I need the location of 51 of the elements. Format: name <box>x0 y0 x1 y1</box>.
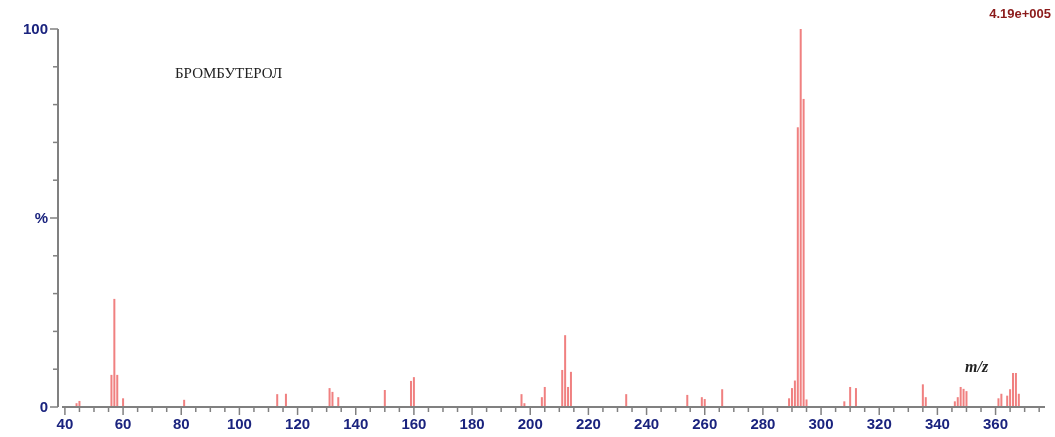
bar <box>564 335 567 407</box>
bar <box>337 397 340 407</box>
x-tick-label: 300 <box>808 415 834 432</box>
x-tick-label: 280 <box>750 415 776 432</box>
bar <box>854 388 857 407</box>
bar <box>543 386 546 407</box>
y-tick-label: 0 <box>39 398 48 415</box>
x-tick-label: 140 <box>343 415 369 432</box>
bar <box>997 398 1000 407</box>
bar <box>799 29 802 407</box>
bar <box>843 401 846 407</box>
bar <box>849 386 852 407</box>
bar <box>276 394 279 407</box>
x-tick-label: 100 <box>226 415 252 432</box>
x-tick-label: 120 <box>285 415 311 432</box>
text: БРОМБУТЕРОЛ <box>175 65 283 81</box>
x-tick-label: 60 <box>114 415 132 432</box>
bar <box>409 380 412 407</box>
bar <box>113 298 116 407</box>
x-axis-title: m/z <box>965 358 989 375</box>
bar <box>686 394 689 407</box>
x-tick-label: 220 <box>575 415 601 432</box>
x-tick-label: 80 <box>172 415 190 432</box>
bar <box>122 398 125 407</box>
x-tick-label: 340 <box>924 415 950 432</box>
bar <box>625 394 628 407</box>
bar <box>921 384 924 407</box>
x-tick-label: 40 <box>56 415 74 432</box>
x-tick-label: 200 <box>517 415 543 432</box>
bar <box>721 389 724 407</box>
bar <box>383 389 386 407</box>
bar <box>331 391 334 407</box>
y-tick-label: % <box>34 209 48 226</box>
x-tick-label: 180 <box>459 415 485 432</box>
bar <box>328 388 331 407</box>
x-tick-label: 320 <box>866 415 892 432</box>
bar <box>569 371 572 407</box>
x-tick-label: 360 <box>983 415 1009 432</box>
bar <box>284 393 287 407</box>
x-tick-label: 260 <box>692 415 718 432</box>
bar <box>520 394 523 407</box>
bar <box>412 377 415 407</box>
x-tick-label: 160 <box>401 415 427 432</box>
y-tick-label: 100 <box>22 20 48 37</box>
bar <box>1000 393 1003 407</box>
text: 4.19e+005 <box>989 6 1051 21</box>
bar <box>962 388 965 407</box>
x-tick-label: 240 <box>634 415 660 432</box>
bar <box>953 401 956 407</box>
bar <box>959 386 962 407</box>
bar <box>965 391 968 407</box>
